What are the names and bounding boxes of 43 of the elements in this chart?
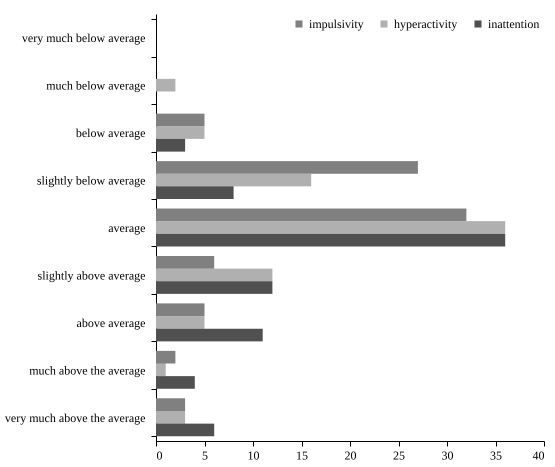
bar: [156, 398, 186, 411]
legend-label: inattention: [488, 17, 540, 31]
x-tick-label: 35: [490, 448, 502, 462]
y-tick-label: slightly below average: [36, 174, 146, 188]
bar: [156, 328, 263, 342]
y-tick-label: above average: [76, 316, 146, 330]
bar: [156, 364, 166, 376]
bar: [156, 138, 186, 152]
x-tick-label: 10: [248, 448, 260, 462]
x-tick-label: 5: [202, 448, 208, 462]
bar: [156, 410, 186, 424]
x-tick-label: 0: [156, 448, 162, 462]
bar: [156, 78, 176, 92]
x-tick-label: 15: [296, 448, 308, 462]
bar: [156, 221, 506, 234]
bar: [156, 256, 214, 269]
bar: [156, 350, 176, 364]
bar: [156, 424, 214, 436]
bar: [156, 208, 466, 222]
bar: [156, 281, 272, 294]
legend-label: hyperactivity: [394, 17, 458, 31]
bar: [156, 376, 195, 389]
y-tick-label: slightly above average: [38, 268, 146, 282]
legend-label: impulsivity: [309, 17, 364, 31]
y-tick-label: much above the average: [29, 363, 146, 378]
bar: [156, 126, 204, 139]
x-tick-label: 20: [344, 448, 356, 462]
y-tick-label: very much above the average: [4, 410, 146, 425]
x-tick-label: 40: [532, 448, 544, 462]
bar: [156, 161, 418, 174]
y-tick-label: below average: [76, 126, 146, 140]
bar: [156, 174, 312, 186]
y-tick-label: average: [108, 221, 146, 235]
y-tick-label: much below average: [46, 78, 146, 93]
bar: [156, 316, 204, 329]
bar: [156, 114, 204, 126]
bar: [156, 234, 506, 246]
bar: [156, 268, 272, 282]
y-tick-label: very much below average: [22, 31, 146, 46]
bar: [156, 186, 234, 200]
bar: [156, 303, 204, 316]
x-tick-label: 30: [442, 448, 454, 462]
x-tick-label: 25: [393, 448, 405, 462]
